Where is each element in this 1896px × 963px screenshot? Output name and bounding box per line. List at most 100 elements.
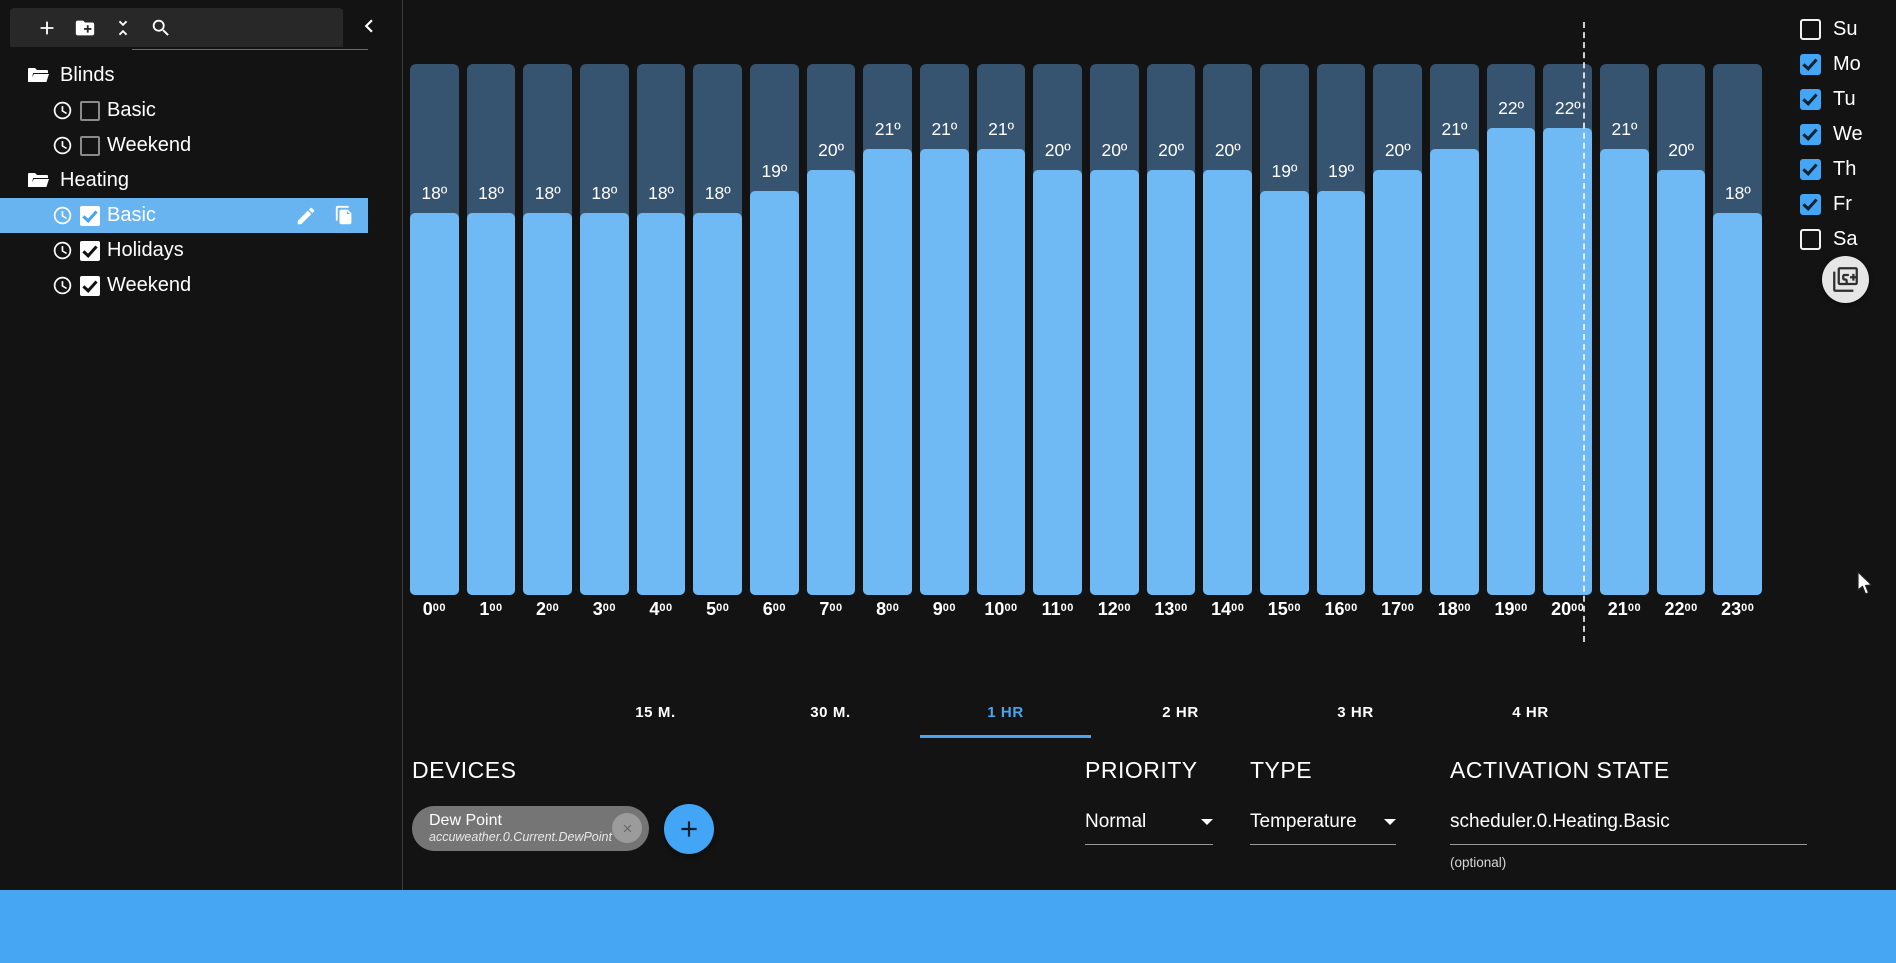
bar-value-label: 20º bbox=[818, 140, 844, 161]
weekday-checkbox[interactable] bbox=[1800, 19, 1821, 40]
schedule-tree: Blinds Basic Weekend Heating Basic Holidays We… bbox=[0, 58, 403, 303]
bar-hour-10[interactable]: 21º bbox=[976, 64, 1026, 595]
weekday-label: Tu bbox=[1833, 88, 1856, 110]
bar-fill bbox=[1203, 170, 1253, 595]
create-new-folder-icon[interactable] bbox=[74, 17, 96, 39]
weekday-fr[interactable]: Fr bbox=[1800, 187, 1863, 222]
bar-hour-11[interactable]: 20º bbox=[1033, 64, 1083, 595]
bar-fill bbox=[1656, 170, 1706, 595]
hour-tick-minutes: 00 bbox=[489, 602, 503, 614]
bar-hour-6[interactable]: 19º bbox=[750, 64, 799, 595]
copy-to-days-button[interactable] bbox=[1822, 256, 1869, 303]
hour-tick: 1100 bbox=[1033, 599, 1082, 620]
unfold-less-icon[interactable] bbox=[112, 17, 134, 39]
bar-value-label: 22º bbox=[1554, 97, 1581, 118]
tree-item-weekend[interactable]: Weekend bbox=[0, 128, 403, 163]
schedule-checkbox[interactable] bbox=[80, 100, 100, 121]
bar-hour-14[interactable]: 20º bbox=[1203, 64, 1253, 595]
bar-hour-21[interactable]: 21º bbox=[1600, 64, 1649, 595]
hour-tick-hour: 0 bbox=[422, 599, 433, 619]
tab-1-hr[interactable]: 1 HR bbox=[918, 690, 1093, 738]
bar-value-label: 18º bbox=[648, 182, 674, 203]
schedule-checkbox[interactable] bbox=[80, 135, 100, 156]
weekday-mo[interactable]: Mo bbox=[1800, 47, 1863, 82]
tree-folder-blinds[interactable]: Blinds bbox=[0, 58, 403, 93]
bar-hour-18[interactable]: 21º bbox=[1430, 64, 1479, 595]
weekday-su[interactable]: Su bbox=[1800, 12, 1863, 47]
tab-3-hr[interactable]: 3 HR bbox=[1337, 704, 1374, 721]
weekday-sa[interactable]: Sa bbox=[1800, 222, 1863, 257]
bar-hour-12[interactable]: 20º bbox=[1090, 64, 1139, 595]
tab-15-m[interactable]: 15 M. bbox=[635, 704, 676, 721]
bar-hour-2[interactable]: 18º bbox=[523, 64, 573, 595]
current-time-marker bbox=[1583, 22, 1585, 642]
hour-tick: 800 bbox=[863, 599, 912, 620]
bar-hour-1[interactable]: 18º bbox=[466, 64, 516, 595]
search-icon[interactable] bbox=[150, 17, 172, 39]
weekday-checkbox[interactable] bbox=[1800, 194, 1821, 215]
schedule-checkbox[interactable] bbox=[80, 205, 100, 226]
remove-device-button[interactable] bbox=[612, 813, 642, 843]
priority-select[interactable]: Normal bbox=[1085, 811, 1213, 833]
hour-tick: 1000 bbox=[977, 599, 1026, 620]
bar-value-label: 21º bbox=[1611, 118, 1638, 139]
bar-hour-3[interactable]: 18º bbox=[580, 64, 629, 595]
schedule-checkbox[interactable] bbox=[80, 240, 100, 261]
tree-folder-label: Blinds bbox=[60, 64, 115, 86]
weekday-checkbox[interactable] bbox=[1800, 54, 1821, 75]
weekday-checkbox[interactable] bbox=[1800, 229, 1821, 250]
tree-item-basic[interactable]: Basic bbox=[0, 93, 403, 128]
bar-hour-4[interactable]: 18º bbox=[636, 64, 686, 595]
clock-icon bbox=[53, 206, 72, 225]
bar-hour-22[interactable]: 20º bbox=[1656, 64, 1706, 595]
schedule-checkbox[interactable] bbox=[80, 275, 100, 296]
edit-icon[interactable] bbox=[295, 205, 317, 227]
bar-value-label: 18º bbox=[591, 182, 618, 203]
weekday-checkbox[interactable] bbox=[1800, 124, 1821, 145]
weekday-th[interactable]: Th bbox=[1800, 152, 1863, 187]
filter-9-plus-icon bbox=[1833, 267, 1858, 292]
tree-item-holidays[interactable]: Holidays bbox=[0, 233, 403, 268]
chevron-down-icon bbox=[1384, 819, 1396, 825]
bar-hour-17[interactable]: 20º bbox=[1373, 64, 1423, 595]
add-schedule-icon[interactable] bbox=[36, 17, 58, 39]
activation-helper: (optional) bbox=[1450, 855, 1507, 870]
hour-tick-minutes: 00 bbox=[1117, 602, 1132, 614]
tab-30-m[interactable]: 30 M. bbox=[810, 704, 851, 721]
activation-state-input[interactable]: scheduler.0.Heating.Basic bbox=[1450, 811, 1670, 832]
type-select[interactable]: Temperature bbox=[1250, 811, 1396, 833]
tree-item-basic[interactable]: Basic bbox=[0, 198, 368, 233]
search-input[interactable] bbox=[132, 49, 368, 50]
bar-hour-9[interactable]: 21º bbox=[920, 64, 969, 595]
tab-2-hr[interactable]: 2 HR bbox=[1162, 704, 1199, 721]
hour-tick-hour: 15 bbox=[1267, 599, 1288, 619]
hour-tick-hour: 11 bbox=[1041, 599, 1061, 619]
tree-item-weekend[interactable]: Weekend bbox=[0, 268, 403, 303]
bar-value-label: 21º bbox=[988, 118, 1014, 139]
tab-4-hr[interactable]: 4 HR bbox=[1512, 704, 1549, 721]
bar-hour-0[interactable]: 18º bbox=[410, 64, 459, 595]
weekday-checkbox[interactable] bbox=[1800, 159, 1821, 180]
bar-hour-5[interactable]: 18º bbox=[693, 64, 743, 595]
weekday-we[interactable]: We bbox=[1800, 117, 1863, 152]
device-chip-id: accuweather.0.Current.DewPoint bbox=[429, 830, 612, 844]
bar-value-label: 20º bbox=[1214, 140, 1241, 161]
bar-hour-8[interactable]: 21º bbox=[863, 64, 913, 595]
hour-tick: 700 bbox=[807, 599, 856, 620]
weekday-tu[interactable]: Tu bbox=[1800, 82, 1863, 117]
hour-tick: 100 bbox=[467, 599, 516, 620]
bar-hour-7[interactable]: 20º bbox=[806, 64, 856, 595]
schedules-sidebar: Blinds Basic Weekend Heating Basic Holidays We… bbox=[0, 0, 403, 890]
bar-hour-13[interactable]: 20º bbox=[1146, 64, 1196, 595]
weekday-checkbox[interactable] bbox=[1800, 89, 1821, 110]
bar-hour-23[interactable]: 18º bbox=[1713, 64, 1763, 595]
hour-tick: 2000 bbox=[1543, 599, 1592, 620]
tree-folder-heating[interactable]: Heating bbox=[0, 163, 403, 198]
bar-hour-19[interactable]: 22º bbox=[1486, 64, 1536, 595]
copy-icon[interactable] bbox=[334, 205, 356, 227]
collapse-sidebar-icon[interactable] bbox=[356, 13, 382, 39]
add-device-button[interactable] bbox=[664, 804, 714, 854]
device-chip[interactable]: Dew Point accuweather.0.Current.DewPoint bbox=[412, 806, 649, 851]
bar-hour-16[interactable]: 19º bbox=[1316, 64, 1366, 595]
bar-hour-15[interactable]: 19º bbox=[1260, 64, 1309, 595]
